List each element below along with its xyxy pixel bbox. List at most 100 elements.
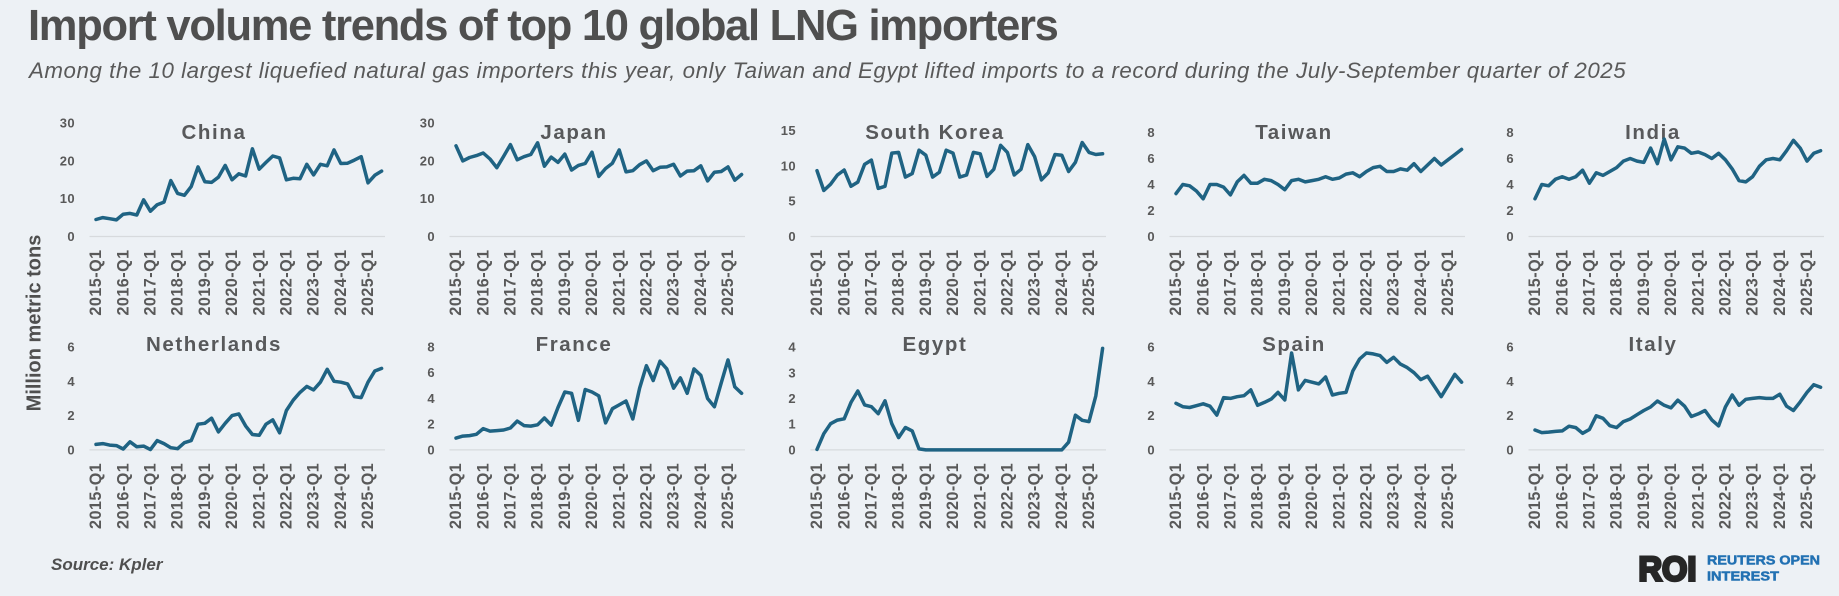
svg-text:4: 4 <box>788 340 796 355</box>
svg-text:0: 0 <box>1147 442 1155 457</box>
svg-text:2016-Q1: 2016-Q1 <box>114 463 132 529</box>
svg-text:2019-Q1: 2019-Q1 <box>1276 463 1294 529</box>
svg-text:2015-Q1: 2015-Q1 <box>447 463 465 529</box>
svg-text:China: China <box>182 121 247 144</box>
svg-text:2025-Q1: 2025-Q1 <box>359 249 377 315</box>
svg-text:2022-Q1: 2022-Q1 <box>1358 463 1376 529</box>
svg-text:2020-Q1: 2020-Q1 <box>1662 463 1680 529</box>
svg-text:2024-Q1: 2024-Q1 <box>1412 249 1430 315</box>
svg-text:Egypt: Egypt <box>903 333 968 356</box>
svg-text:6: 6 <box>1506 151 1514 166</box>
svg-text:2018-Q1: 2018-Q1 <box>1249 249 1267 315</box>
svg-text:2019-Q1: 2019-Q1 <box>556 463 574 529</box>
svg-text:Italy: Italy <box>1628 333 1677 356</box>
svg-text:2022-Q1: 2022-Q1 <box>278 249 296 315</box>
svg-text:Spain: Spain <box>1262 333 1326 356</box>
svg-text:2015-Q1: 2015-Q1 <box>808 249 826 315</box>
svg-text:2021-Q1: 2021-Q1 <box>610 463 628 529</box>
svg-text:REUTERS OPEN: REUTERS OPEN <box>1707 553 1820 568</box>
svg-text:8: 8 <box>1506 125 1514 140</box>
svg-text:2015-Q1: 2015-Q1 <box>447 249 465 315</box>
svg-text:2025-Q1: 2025-Q1 <box>1798 249 1816 315</box>
svg-text:2016-Q1: 2016-Q1 <box>1194 463 1212 529</box>
svg-text:2024-Q1: 2024-Q1 <box>1771 249 1789 315</box>
svg-text:Netherlands: Netherlands <box>146 333 282 356</box>
svg-text:0: 0 <box>427 229 435 244</box>
svg-text:0: 0 <box>788 442 796 457</box>
svg-text:2021-Q1: 2021-Q1 <box>250 463 268 529</box>
svg-text:India: India <box>1625 121 1681 144</box>
svg-text:6: 6 <box>1147 151 1155 166</box>
svg-text:2017-Q1: 2017-Q1 <box>1222 249 1240 315</box>
svg-text:2: 2 <box>427 417 435 432</box>
svg-text:2017-Q1: 2017-Q1 <box>1581 463 1599 529</box>
svg-text:2025-Q1: 2025-Q1 <box>719 463 737 529</box>
svg-text:0: 0 <box>788 229 796 244</box>
svg-text:2018-Q1: 2018-Q1 <box>1249 463 1267 529</box>
svg-text:2016-Q1: 2016-Q1 <box>835 249 853 315</box>
svg-text:2021-Q1: 2021-Q1 <box>1330 463 1348 529</box>
svg-text:2019-Q1: 2019-Q1 <box>1635 249 1653 315</box>
svg-text:2019-Q1: 2019-Q1 <box>917 463 935 529</box>
svg-text:4: 4 <box>1147 374 1155 389</box>
svg-text:2: 2 <box>1147 408 1155 423</box>
svg-text:France: France <box>536 333 613 356</box>
svg-text:Japan: Japan <box>540 121 607 144</box>
svg-text:2021-Q1: 2021-Q1 <box>1689 249 1707 315</box>
svg-text:2022-Q1: 2022-Q1 <box>999 249 1017 315</box>
svg-text:2022-Q1: 2022-Q1 <box>278 463 296 529</box>
svg-text:2016-Q1: 2016-Q1 <box>1553 249 1571 315</box>
svg-text:30: 30 <box>420 116 435 131</box>
svg-text:2025-Q1: 2025-Q1 <box>1439 249 1457 315</box>
svg-text:8: 8 <box>1147 125 1155 140</box>
svg-text:2018-Q1: 2018-Q1 <box>1608 249 1626 315</box>
svg-text:2: 2 <box>67 408 75 423</box>
svg-text:2016-Q1: 2016-Q1 <box>1194 249 1212 315</box>
svg-text:0: 0 <box>67 229 75 244</box>
svg-text:2018-Q1: 2018-Q1 <box>1608 463 1626 529</box>
svg-text:2018-Q1: 2018-Q1 <box>529 463 547 529</box>
svg-text:2017-Q1: 2017-Q1 <box>502 249 520 315</box>
svg-text:2023-Q1: 2023-Q1 <box>1744 249 1762 315</box>
svg-text:2016-Q1: 2016-Q1 <box>474 249 492 315</box>
svg-text:30: 30 <box>60 116 75 131</box>
svg-text:2018-Q1: 2018-Q1 <box>529 249 547 315</box>
svg-text:2020-Q1: 2020-Q1 <box>944 463 962 529</box>
svg-text:2022-Q1: 2022-Q1 <box>1717 463 1735 529</box>
svg-text:2019-Q1: 2019-Q1 <box>196 249 214 315</box>
svg-text:2021-Q1: 2021-Q1 <box>1330 249 1348 315</box>
svg-text:2020-Q1: 2020-Q1 <box>223 463 241 529</box>
svg-text:2: 2 <box>1147 203 1155 218</box>
svg-text:0: 0 <box>1506 442 1514 457</box>
svg-text:0: 0 <box>1506 229 1514 244</box>
svg-text:6: 6 <box>427 365 435 380</box>
svg-text:2017-Q1: 2017-Q1 <box>142 249 160 315</box>
svg-text:2016-Q1: 2016-Q1 <box>1553 463 1571 529</box>
svg-text:2024-Q1: 2024-Q1 <box>1053 249 1071 315</box>
svg-text:2025-Q1: 2025-Q1 <box>1798 463 1816 529</box>
svg-text:2017-Q1: 2017-Q1 <box>142 463 160 529</box>
svg-text:2025-Q1: 2025-Q1 <box>1439 463 1457 529</box>
svg-text:2018-Q1: 2018-Q1 <box>169 463 187 529</box>
svg-text:10: 10 <box>781 158 796 173</box>
svg-text:2022-Q1: 2022-Q1 <box>638 249 656 315</box>
svg-text:2017-Q1: 2017-Q1 <box>1222 463 1240 529</box>
svg-text:2: 2 <box>788 391 796 406</box>
svg-text:20: 20 <box>60 153 75 168</box>
svg-text:2024-Q1: 2024-Q1 <box>692 249 710 315</box>
svg-text:2019-Q1: 2019-Q1 <box>1276 249 1294 315</box>
svg-text:INTEREST: INTEREST <box>1707 569 1779 584</box>
svg-text:2025-Q1: 2025-Q1 <box>359 463 377 529</box>
svg-text:2021-Q1: 2021-Q1 <box>971 463 989 529</box>
svg-text:4: 4 <box>1506 177 1514 192</box>
svg-text:2017-Q1: 2017-Q1 <box>863 463 881 529</box>
svg-text:2024-Q1: 2024-Q1 <box>1412 463 1430 529</box>
svg-text:10: 10 <box>60 191 75 206</box>
svg-text:2023-Q1: 2023-Q1 <box>1026 463 1044 529</box>
svg-text:2023-Q1: 2023-Q1 <box>1385 249 1403 315</box>
svg-text:2025-Q1: 2025-Q1 <box>719 249 737 315</box>
svg-text:5: 5 <box>788 194 796 209</box>
svg-text:6: 6 <box>1506 340 1514 355</box>
svg-text:0: 0 <box>67 442 75 457</box>
svg-text:2024-Q1: 2024-Q1 <box>1771 463 1789 529</box>
